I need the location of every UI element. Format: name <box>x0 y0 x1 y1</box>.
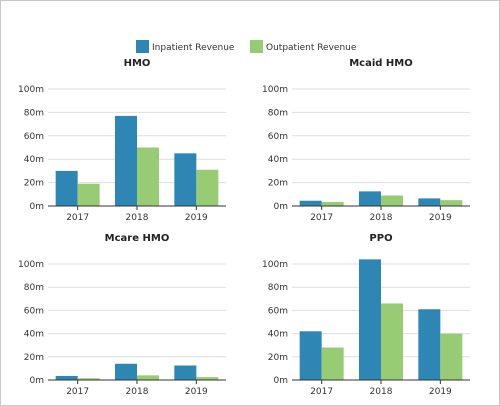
y-tick-label: 60m <box>24 306 44 316</box>
y-tick-label: 20m <box>24 179 44 189</box>
bar-inpatient-revenue-2019 <box>174 365 197 380</box>
bar-outpatient-revenue-2019 <box>196 169 219 206</box>
y-tick-label: 100m <box>262 85 288 95</box>
bar-inpatient-revenue-2018 <box>115 115 137 206</box>
y-tick-label: 80m <box>24 283 44 293</box>
bar-outpatient-revenue-2017 <box>77 378 100 380</box>
legend-swatch-outpatient-revenue <box>250 40 263 53</box>
x-tick-label: 2018 <box>126 387 149 397</box>
y-tick-label: 20m <box>268 179 288 189</box>
y-tick-label: 100m <box>18 85 44 95</box>
y-tick-label: 40m <box>268 330 288 340</box>
bar-outpatient-revenue-2018 <box>381 195 403 206</box>
y-tick-label: 60m <box>268 306 288 316</box>
y-tick-label: 80m <box>24 108 44 118</box>
bar-outpatient-revenue-2017 <box>77 183 100 206</box>
chart-title: HMO <box>124 58 151 69</box>
y-tick-label: 40m <box>24 330 44 340</box>
bar-outpatient-revenue-2019 <box>196 377 219 380</box>
legend-swatch-inpatient-revenue <box>136 40 149 53</box>
bar-inpatient-revenue-2017 <box>299 331 322 380</box>
y-tick-label: 0m <box>274 376 289 386</box>
y-tick-label: 0m <box>30 202 45 212</box>
chart-title: PPO <box>369 233 392 244</box>
bar-outpatient-revenue-2019 <box>440 200 463 206</box>
y-tick-label: 80m <box>268 108 288 118</box>
legend: Inpatient Revenue Outpatient Revenue <box>136 40 357 53</box>
bar-outpatient-revenue-2018 <box>137 147 159 206</box>
chart-title: Mcaid HMO <box>349 58 413 69</box>
x-tick-label: 2017 <box>66 213 89 223</box>
bar-inpatient-revenue-2019 <box>418 309 441 380</box>
bar-inpatient-revenue-2017 <box>299 200 322 206</box>
bar-inpatient-revenue-2018 <box>359 259 381 380</box>
bar-outpatient-revenue-2019 <box>440 333 463 380</box>
bar-outpatient-revenue-2018 <box>381 303 403 380</box>
x-tick-label: 2018 <box>126 213 149 223</box>
x-tick-label: 2017 <box>310 387 333 397</box>
x-tick-label: 2017 <box>310 213 333 223</box>
bar-inpatient-revenue-2019 <box>174 153 197 206</box>
y-tick-label: 100m <box>18 260 44 270</box>
bar-inpatient-revenue-2018 <box>115 363 137 380</box>
y-tick-label: 40m <box>24 155 44 165</box>
x-tick-label: 2019 <box>185 213 208 223</box>
y-tick-label: 20m <box>268 353 288 363</box>
bar-outpatient-revenue-2017 <box>321 201 344 206</box>
panel-mcaid-hmo: Mcaid HMO 0m 20m 40m 60m 80m 100m 2017 2018 2019 <box>262 58 470 223</box>
x-tick-label: 2019 <box>429 387 452 397</box>
x-tick-label: 2019 <box>185 387 208 397</box>
legend-label-outpatient-revenue: Outpatient Revenue <box>266 43 357 53</box>
bar-inpatient-revenue-2019 <box>418 198 441 206</box>
y-tick-label: 0m <box>30 376 45 386</box>
y-tick-label: 0m <box>274 202 289 212</box>
chart-title: Mcare HMO <box>105 233 170 244</box>
y-tick-label: 60m <box>268 132 288 142</box>
x-tick-label: 2019 <box>429 213 452 223</box>
x-tick-label: 2018 <box>370 213 393 223</box>
y-tick-label: 100m <box>262 260 288 270</box>
bar-outpatient-revenue-2018 <box>137 375 159 380</box>
y-tick-label: 60m <box>24 132 44 142</box>
bar-inpatient-revenue-2017 <box>55 170 78 206</box>
y-tick-label: 80m <box>268 283 288 293</box>
x-tick-label: 2017 <box>66 387 89 397</box>
panel-mcare-hmo: Mcare HMO 0m 20m 40m 60m 80m 100m 2017 2018 2019 <box>18 233 226 397</box>
panel-hmo: HMO 0m 20m 40m 60m 80m 100m 2017 2018 2019 <box>18 58 226 223</box>
bar-inpatient-revenue-2017 <box>55 375 78 380</box>
y-tick-label: 20m <box>24 353 44 363</box>
panel-ppo: PPO 0m 20m 40m 60m 80m 100m 2017 2018 2019 <box>262 233 470 397</box>
bar-inpatient-revenue-2018 <box>359 191 381 206</box>
bar-outpatient-revenue-2017 <box>321 347 344 380</box>
y-tick-label: 40m <box>268 155 288 165</box>
legend-label-inpatient-revenue: Inpatient Revenue <box>152 43 235 53</box>
x-tick-label: 2018 <box>370 387 393 397</box>
